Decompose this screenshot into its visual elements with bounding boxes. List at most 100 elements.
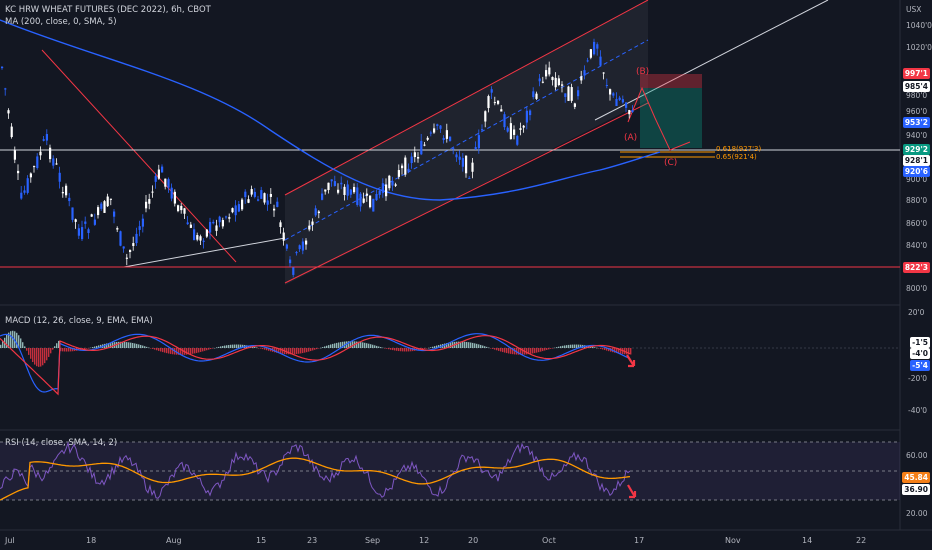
macd-bar [96, 345, 98, 348]
candle-body [317, 211, 320, 214]
macd-bar [544, 348, 546, 351]
macd-bar [334, 343, 336, 348]
candle-body [519, 128, 522, 130]
chart-title[interactable]: KC HRW WHEAT FUTURES (DEC 2022), 6h, CBO… [5, 5, 211, 15]
candle-body [471, 162, 474, 172]
candle-body [602, 72, 605, 74]
macd-bar [56, 343, 58, 348]
macd-line[interactable] [0, 333, 631, 393]
candle-body [132, 243, 135, 246]
candle-body [119, 231, 122, 246]
macd-bar [286, 348, 288, 355]
candle-body [513, 129, 516, 135]
macd-bar [330, 344, 332, 348]
candle-body [359, 193, 362, 207]
macd-bar [404, 348, 406, 352]
candle-body [484, 111, 487, 122]
macd-bar [170, 348, 172, 354]
candle-body [81, 227, 84, 240]
macd-bar [492, 348, 494, 349]
macd-bar [258, 348, 260, 349]
macd-bar [308, 348, 310, 352]
macd-bar [60, 348, 62, 352]
macd-bar [204, 348, 206, 351]
candle-body [295, 252, 298, 254]
fib-618-label: 0.618(927'3) [716, 145, 762, 153]
macd-bar [188, 348, 190, 355]
time-label: 23 [307, 536, 318, 545]
macd-bar [322, 347, 324, 348]
macd-bar [328, 345, 330, 348]
candle-body [68, 197, 71, 202]
macd-bar [618, 348, 620, 354]
macd-bar [152, 348, 154, 349]
macd-bar [198, 348, 200, 353]
ma-legend[interactable]: MA (200, close, 0, SMA, 5) [5, 17, 117, 27]
candle-body [631, 109, 634, 113]
macd-bar [88, 348, 90, 349]
candle-body [36, 156, 39, 169]
macd-bar [190, 348, 192, 355]
candle-body [557, 78, 560, 86]
downtrend-line[interactable] [41, 49, 237, 263]
candle-body [452, 148, 455, 150]
candle-body [106, 196, 109, 207]
time-label: 18 [86, 536, 97, 545]
macd-bar [232, 344, 234, 348]
macd-bar [596, 347, 598, 349]
candle-body [225, 216, 228, 218]
macd-bar [254, 346, 256, 348]
macd-bar [620, 348, 622, 354]
macd-bar [34, 348, 36, 365]
candle-body [420, 140, 423, 155]
candlestick-series[interactable] [1, 38, 634, 278]
candle-body [247, 199, 250, 203]
channel-fill [285, 0, 648, 285]
candle-body [269, 193, 272, 197]
candle-body [154, 176, 157, 182]
candle-body [314, 208, 317, 216]
macd-legend[interactable]: MACD (12, 26, close, 9, EMA, EMA) [5, 316, 153, 326]
macd-bar [86, 348, 88, 349]
support-line[interactable] [123, 237, 286, 268]
candle-body [186, 222, 189, 225]
rsi-signal-line[interactable] [0, 457, 631, 501]
channel-upper-line[interactable] [284, 0, 649, 196]
rsi-legend[interactable]: RSI (14, close, SMA, 14, 2) [5, 438, 118, 448]
macd-bar [348, 341, 350, 348]
rsi-line[interactable] [0, 441, 631, 499]
macd-bar [192, 348, 194, 354]
candle-body [141, 218, 144, 227]
macd-bar [540, 348, 542, 352]
uptrend-line[interactable] [594, 0, 829, 121]
macd-bar [290, 348, 292, 355]
macd-bar [52, 348, 54, 350]
macd-bar [586, 345, 588, 348]
candle-body [548, 67, 551, 75]
candle-body [84, 221, 87, 224]
abc-wave-projection [627, 86, 691, 151]
macd-bar [364, 342, 366, 348]
macd-bar [574, 344, 576, 348]
macd-bar [342, 341, 344, 348]
channel-lower-line[interactable] [284, 102, 649, 284]
macd-signal-line[interactable] [0, 335, 631, 396]
ma-200-line[interactable] [0, 19, 661, 201]
candle-body [372, 198, 375, 212]
macd-bar [200, 348, 202, 352]
macd-bar [434, 346, 436, 348]
macd-bar [600, 348, 602, 349]
time-label: 17 [634, 536, 645, 545]
macd-bar [512, 348, 514, 355]
macd-bar [314, 348, 316, 350]
macd-bar [598, 348, 600, 349]
candle-body [49, 147, 52, 160]
candle-body [138, 226, 141, 230]
macd-bar [252, 346, 254, 348]
macd-bar [268, 348, 270, 351]
candle-body [340, 182, 343, 185]
candle-body [580, 76, 583, 81]
candle-body [45, 134, 48, 141]
macd-bar [556, 347, 558, 348]
